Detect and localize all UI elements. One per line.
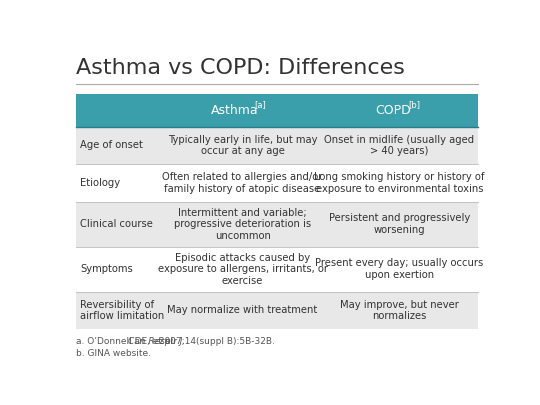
Text: Age of onset: Age of onset (80, 140, 143, 150)
Text: Asthma vs COPD: Differences: Asthma vs COPD: Differences (76, 58, 405, 78)
Bar (76, 292, 478, 329)
Text: May improve, but never
normalizes: May improve, but never normalizes (340, 300, 458, 321)
Text: [b]: [b] (408, 100, 420, 109)
Text: Intermittent and variable;
progressive deterioration is
uncommon: Intermittent and variable; progressive d… (174, 207, 311, 241)
Text: Present every day; usually occurs
upon exertion: Present every day; usually occurs upon e… (315, 258, 483, 280)
Bar (76, 202, 478, 247)
Text: Often related to allergies and/or
family history of atopic disease: Often related to allergies and/or family… (163, 172, 323, 194)
Text: Clinical course: Clinical course (80, 219, 153, 229)
Text: Reversibility of
airflow limitation: Reversibility of airflow limitation (80, 300, 164, 321)
Text: Typically early in life, but may
occur at any age: Typically early in life, but may occur a… (168, 134, 318, 156)
Text: May normalize with treatment: May normalize with treatment (167, 305, 318, 315)
Text: Persistent and progressively
worsening: Persistent and progressively worsening (329, 213, 470, 235)
Text: a. O’Donnell DE, et al.: a. O’Donnell DE, et al. (76, 337, 179, 346)
Text: Etiology: Etiology (80, 178, 120, 188)
Bar (76, 247, 478, 292)
Text: Can Respir J.: Can Respir J. (128, 337, 185, 346)
Text: COPD: COPD (375, 104, 411, 117)
Text: Onset in midlife (usually aged
> 40 years): Onset in midlife (usually aged > 40 year… (324, 134, 474, 156)
Bar (76, 127, 478, 164)
Text: Long smoking history or history of
exposure to environmental toxins: Long smoking history or history of expos… (314, 172, 484, 194)
Text: Episodic attacks caused by
exposure to allergens, irritants, or
exercise: Episodic attacks caused by exposure to a… (158, 253, 328, 286)
Text: Asthma: Asthma (211, 104, 258, 117)
Text: b. GINA website.: b. GINA website. (76, 349, 151, 358)
Text: [a]: [a] (254, 100, 266, 109)
Bar (76, 164, 478, 202)
Text: Symptoms: Symptoms (80, 264, 133, 274)
Bar (76, 94, 478, 126)
Text: 2007;14(suppl B):5B-32B.: 2007;14(suppl B):5B-32B. (157, 337, 275, 346)
